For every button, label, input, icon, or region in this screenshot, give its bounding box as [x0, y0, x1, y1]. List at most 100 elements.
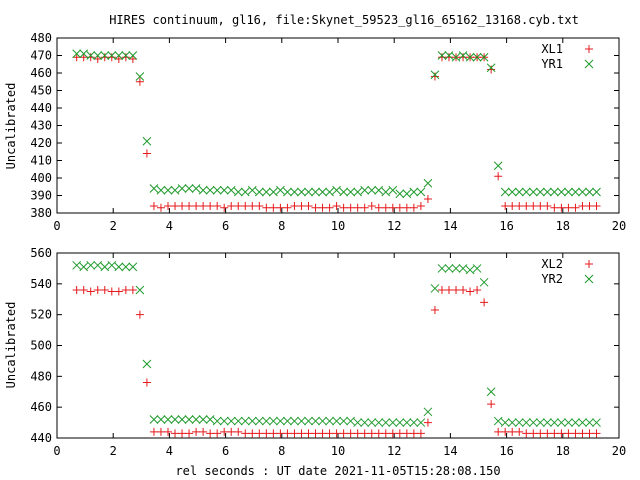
data-point — [171, 429, 180, 438]
data-point — [191, 184, 201, 193]
data-point — [79, 286, 88, 294]
data-point — [93, 55, 102, 63]
data-point — [192, 202, 201, 210]
data-point — [213, 429, 222, 438]
data-point — [592, 202, 601, 210]
data-point — [360, 185, 370, 195]
y-tick-label: 560 — [30, 246, 52, 260]
data-point — [234, 202, 243, 210]
data-point — [72, 53, 81, 62]
data-point — [437, 264, 447, 273]
data-point — [578, 429, 587, 438]
x-axis-label: rel seconds : UT date 2021-11-05T15:28:0… — [175, 464, 500, 478]
plot-frame — [56, 37, 620, 214]
data-point — [121, 262, 131, 272]
data-point — [114, 55, 123, 63]
series-XL1 — [72, 53, 601, 212]
data-point — [423, 178, 433, 188]
data-point — [128, 286, 137, 294]
x-tick-label: 18 — [556, 219, 570, 233]
data-point — [528, 418, 538, 427]
data-point — [297, 202, 306, 210]
data-point — [346, 416, 355, 426]
data-point — [248, 429, 257, 438]
data-point — [458, 264, 468, 273]
x-tick-label: 12 — [387, 219, 401, 233]
data-point — [528, 187, 538, 197]
data-point — [163, 427, 172, 436]
data-point — [177, 184, 187, 193]
data-point — [170, 185, 180, 195]
data-point — [142, 359, 152, 369]
data-point — [487, 400, 496, 409]
data-point — [297, 429, 306, 438]
data-point — [557, 187, 566, 197]
data-point — [494, 172, 503, 181]
data-point — [100, 53, 109, 62]
data-point — [185, 202, 194, 210]
data-point — [311, 187, 320, 197]
data-point — [185, 429, 194, 438]
data-point — [261, 416, 271, 426]
data-point — [493, 161, 503, 171]
x-tick-label: 10 — [331, 444, 345, 458]
data-point — [367, 418, 377, 427]
data-point — [430, 70, 440, 80]
data-point — [156, 415, 166, 424]
data-point — [571, 187, 580, 197]
data-point — [437, 53, 446, 62]
data-point — [402, 429, 411, 438]
data-point — [332, 202, 341, 210]
x-tick-label: 14 — [443, 219, 457, 233]
data-point — [206, 429, 215, 438]
data-point — [192, 427, 201, 436]
data-point — [100, 51, 110, 60]
series-XL2 — [72, 286, 601, 438]
data-point — [529, 429, 538, 438]
data-point — [240, 187, 250, 197]
data-point — [163, 202, 172, 210]
data-point — [346, 187, 355, 197]
data-point — [402, 418, 412, 427]
data-point — [254, 187, 264, 197]
data-point — [332, 416, 341, 426]
data-point — [297, 187, 306, 197]
data-point — [79, 53, 88, 62]
data-point — [178, 202, 187, 210]
data-point — [247, 185, 257, 195]
data-point — [592, 429, 601, 438]
data-point — [304, 416, 313, 426]
data-point — [128, 55, 137, 63]
data-point — [325, 416, 334, 426]
data-point — [564, 429, 573, 438]
y-axis-label: Uncalibrated — [4, 83, 18, 170]
legend-label: YR1 — [541, 57, 563, 71]
data-point — [93, 286, 102, 294]
x-tick-label: 12 — [387, 444, 401, 458]
legend-label: YR2 — [541, 272, 563, 286]
data-point — [388, 429, 397, 438]
data-point — [114, 262, 124, 272]
data-point — [367, 202, 376, 210]
data-point — [543, 202, 552, 210]
data-point — [283, 187, 292, 197]
data-point — [93, 260, 103, 270]
data-point — [430, 284, 440, 293]
data-point — [290, 429, 299, 438]
data-point — [135, 310, 144, 319]
data-point — [571, 429, 580, 438]
data-point — [156, 427, 165, 436]
data-point — [240, 416, 250, 426]
data-point — [79, 262, 89, 272]
data-point — [212, 416, 222, 426]
data-point — [535, 418, 545, 427]
data-point — [86, 260, 96, 270]
data-point — [86, 51, 96, 60]
data-point — [360, 418, 370, 427]
data-point — [325, 203, 334, 212]
data-point — [262, 429, 271, 438]
data-point — [219, 416, 229, 426]
data-point — [578, 202, 587, 210]
data-point — [550, 187, 559, 197]
